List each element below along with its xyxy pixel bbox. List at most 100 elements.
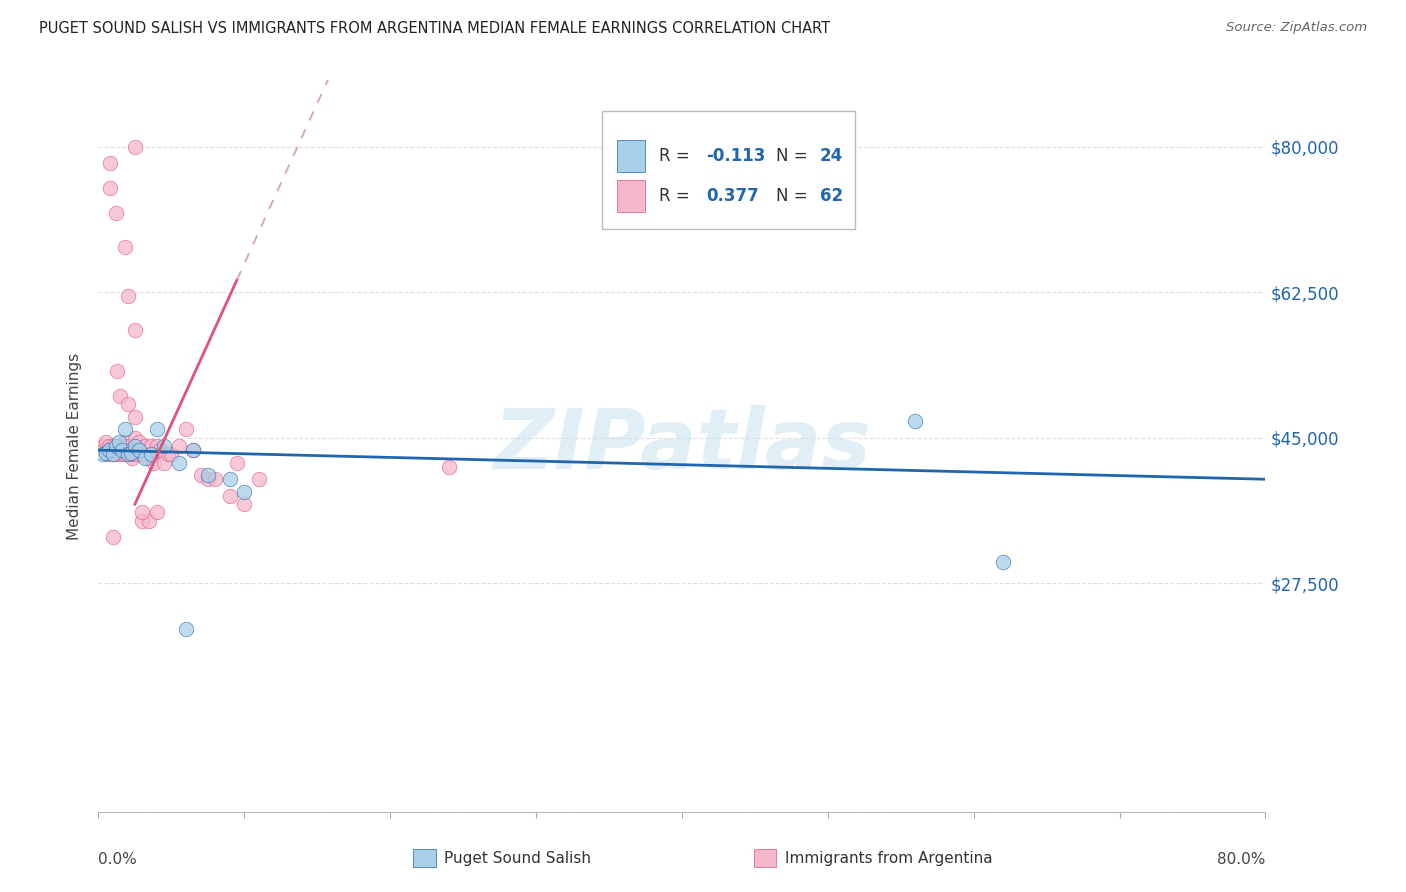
- Point: [167, 456, 190, 470]
- Point: [111, 439, 134, 453]
- Text: -0.113: -0.113: [706, 147, 765, 165]
- Text: R =: R =: [659, 147, 696, 165]
- Point: [174, 622, 197, 636]
- Text: R =: R =: [659, 187, 696, 205]
- Point: [124, 431, 146, 445]
- Y-axis label: Median Female Earnings: Median Female Earnings: [67, 352, 83, 540]
- Point: [101, 447, 124, 461]
- Point: [131, 447, 153, 461]
- Point: [247, 472, 270, 486]
- Point: [101, 439, 124, 453]
- Text: 24: 24: [820, 147, 844, 165]
- Point: [218, 472, 240, 486]
- Point: [128, 443, 150, 458]
- Point: [117, 289, 139, 303]
- Point: [904, 414, 927, 428]
- Point: [125, 447, 148, 461]
- Point: [124, 439, 146, 453]
- Point: [120, 445, 142, 459]
- Point: [108, 439, 131, 453]
- Point: [117, 397, 139, 411]
- Point: [124, 140, 146, 154]
- Point: [117, 447, 139, 461]
- Point: [181, 443, 204, 458]
- Point: [174, 422, 197, 436]
- Point: [181, 443, 204, 458]
- Point: [94, 445, 117, 459]
- Point: [112, 447, 135, 461]
- Point: [139, 447, 162, 461]
- Point: [146, 439, 169, 453]
- Text: 0.377: 0.377: [706, 187, 759, 205]
- Point: [153, 439, 176, 453]
- Text: ZIPatlas: ZIPatlas: [494, 406, 870, 486]
- Point: [91, 439, 114, 453]
- Text: Source: ZipAtlas.com: Source: ZipAtlas.com: [1226, 21, 1367, 34]
- Point: [98, 181, 121, 195]
- Point: [110, 447, 132, 461]
- Point: [121, 451, 143, 466]
- Point: [131, 506, 153, 520]
- Point: [111, 443, 134, 458]
- Point: [98, 443, 121, 458]
- Point: [98, 156, 121, 170]
- Text: N =: N =: [776, 187, 813, 205]
- Point: [233, 484, 256, 499]
- Point: [991, 555, 1014, 569]
- Point: [104, 439, 127, 453]
- Point: [114, 422, 136, 436]
- Point: [160, 447, 183, 461]
- Point: [226, 456, 249, 470]
- Point: [108, 434, 131, 449]
- Text: N =: N =: [776, 147, 813, 165]
- Point: [118, 447, 141, 461]
- Text: 62: 62: [820, 187, 842, 205]
- Point: [122, 447, 145, 461]
- Point: [96, 447, 118, 461]
- Point: [124, 409, 146, 424]
- Point: [149, 443, 172, 458]
- Point: [115, 447, 138, 461]
- Point: [153, 456, 176, 470]
- Point: [146, 506, 169, 520]
- Point: [204, 472, 226, 486]
- Point: [128, 434, 150, 449]
- Point: [136, 451, 159, 466]
- Point: [138, 514, 160, 528]
- Text: Immigrants from Argentina: Immigrants from Argentina: [785, 851, 993, 866]
- Point: [124, 323, 146, 337]
- Point: [218, 489, 240, 503]
- Text: 0.0%: 0.0%: [98, 852, 138, 867]
- Point: [167, 439, 190, 453]
- Point: [134, 451, 156, 466]
- Point: [142, 456, 165, 470]
- Point: [120, 443, 142, 458]
- Point: [110, 389, 132, 403]
- Text: Puget Sound Salish: Puget Sound Salish: [444, 851, 592, 866]
- Point: [117, 439, 139, 453]
- Point: [105, 364, 128, 378]
- Point: [114, 239, 136, 253]
- Point: [104, 447, 127, 461]
- Point: [94, 434, 117, 449]
- Point: [157, 447, 180, 461]
- Point: [100, 447, 122, 461]
- Point: [104, 206, 127, 220]
- Point: [97, 443, 120, 458]
- Point: [101, 530, 124, 544]
- Point: [233, 497, 256, 511]
- Point: [134, 439, 156, 453]
- Point: [91, 447, 114, 461]
- Point: [139, 439, 162, 453]
- Text: 80.0%: 80.0%: [1218, 852, 1265, 867]
- Point: [190, 468, 212, 483]
- Text: PUGET SOUND SALISH VS IMMIGRANTS FROM ARGENTINA MEDIAN FEMALE EARNINGS CORRELATI: PUGET SOUND SALISH VS IMMIGRANTS FROM AR…: [39, 21, 831, 36]
- Point: [146, 422, 169, 436]
- Point: [197, 472, 219, 486]
- Point: [114, 434, 136, 449]
- Point: [437, 459, 460, 474]
- Point: [97, 439, 120, 453]
- Point: [103, 443, 125, 458]
- Point: [105, 443, 128, 458]
- Point: [131, 514, 153, 528]
